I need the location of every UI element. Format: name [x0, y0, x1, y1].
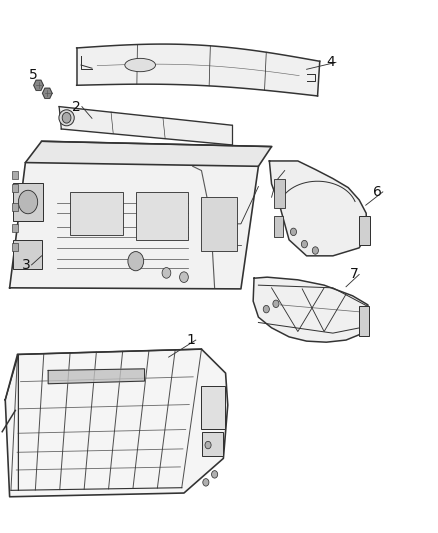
Polygon shape	[253, 277, 369, 342]
Bar	[201, 197, 237, 251]
Bar	[13, 240, 42, 269]
Circle shape	[263, 305, 269, 313]
Circle shape	[180, 272, 188, 282]
Text: 7: 7	[350, 268, 358, 281]
Polygon shape	[48, 369, 145, 384]
Circle shape	[205, 441, 211, 449]
Bar	[136, 192, 188, 240]
Text: 1: 1	[186, 333, 195, 347]
Circle shape	[301, 240, 307, 248]
Polygon shape	[77, 44, 320, 96]
Bar	[274, 216, 283, 237]
Circle shape	[273, 300, 279, 308]
Bar	[201, 386, 225, 429]
Ellipse shape	[59, 110, 74, 126]
Bar	[13, 183, 43, 221]
Circle shape	[290, 228, 297, 236]
Circle shape	[312, 247, 318, 254]
Bar	[70, 192, 123, 235]
Circle shape	[18, 190, 38, 214]
Polygon shape	[10, 163, 258, 289]
Circle shape	[212, 471, 218, 478]
Bar	[12, 171, 18, 179]
Bar	[12, 224, 18, 232]
Bar	[359, 216, 370, 245]
Circle shape	[162, 268, 171, 278]
Circle shape	[62, 112, 71, 123]
Text: 5: 5	[28, 68, 37, 82]
Ellipse shape	[125, 58, 155, 72]
Bar	[12, 203, 18, 211]
Circle shape	[203, 479, 209, 486]
Bar	[274, 179, 285, 208]
Circle shape	[128, 252, 144, 271]
Polygon shape	[25, 141, 272, 166]
Text: 2: 2	[72, 100, 81, 114]
Polygon shape	[59, 107, 232, 145]
Bar	[12, 184, 18, 192]
Bar	[12, 243, 18, 251]
Text: 4: 4	[326, 55, 335, 69]
Text: 3: 3	[22, 258, 31, 272]
Polygon shape	[42, 88, 52, 99]
Text: 6: 6	[373, 185, 382, 199]
Bar	[359, 306, 369, 336]
Polygon shape	[34, 80, 43, 91]
Bar	[202, 432, 223, 456]
Polygon shape	[269, 161, 367, 256]
Polygon shape	[5, 349, 228, 497]
